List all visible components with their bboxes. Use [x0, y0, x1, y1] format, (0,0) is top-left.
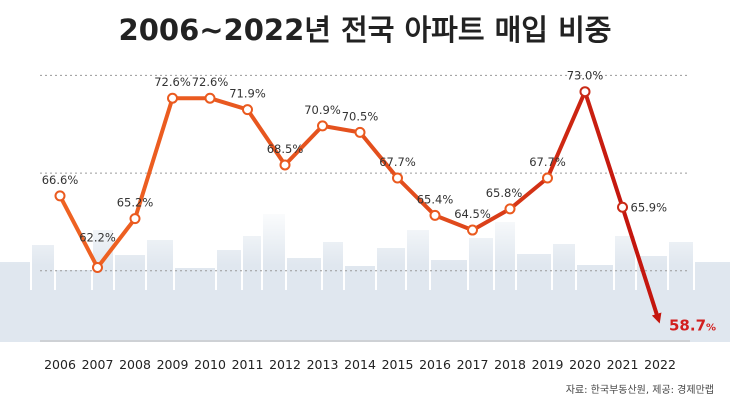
x-tick-label: 2016 [419, 357, 451, 372]
data-point [129, 213, 141, 225]
data-point [279, 159, 291, 171]
data-label: 65.9% [631, 200, 668, 214]
x-tick-label: 2010 [194, 357, 226, 372]
data-label: 71.9% [229, 87, 266, 101]
data-point [429, 209, 441, 221]
chart-title: 2006~2022년 전국 아파트 매입 비중 [119, 13, 612, 47]
data-point [579, 86, 591, 98]
data-labels: 66.6%62.2%65.2%72.6% 72.6%71.9%68.5%70.9%… [42, 69, 716, 335]
data-point [54, 190, 66, 202]
x-tick-label: 2014 [344, 357, 376, 372]
data-point [354, 126, 366, 138]
x-tick-label: 2009 [157, 357, 189, 372]
data-label: 62.2% [79, 230, 116, 244]
data-label: 65.2% [117, 196, 154, 210]
series-line [58, 89, 625, 270]
data-point [392, 172, 403, 184]
data-point [617, 201, 628, 213]
x-tick-label: 2018 [494, 357, 526, 372]
x-tick-label: 2008 [119, 357, 151, 372]
source-note: 자료: 한국부동산원, 제공: 경제만랩 [566, 383, 714, 396]
data-label: 73.0% [567, 69, 604, 83]
x-tick-label: 2013 [307, 357, 339, 372]
series-line-arrow-segment [620, 205, 662, 324]
x-tick-label: 2006 [44, 357, 76, 372]
x-tick-label: 2021 [607, 357, 639, 372]
x-tick-label: 2022 [644, 357, 676, 372]
x-tick-label: 2017 [457, 357, 489, 372]
data-label: 65.8% [486, 186, 523, 200]
x-tick-label: 2007 [82, 357, 114, 372]
data-label-unit: % [706, 322, 716, 333]
grid-lines [40, 74, 690, 272]
data-label: 64.5% [454, 207, 491, 221]
data-point [504, 203, 516, 215]
data-label: 70.5% [342, 109, 379, 123]
data-point [542, 172, 553, 184]
data-label: 58.7% [669, 316, 716, 334]
data-label: 68.5% [267, 142, 304, 156]
data-point [204, 92, 216, 104]
data-label: 66.6% [42, 173, 79, 187]
data-point [167, 92, 178, 104]
data-point [92, 261, 103, 273]
data-label: 72.6% [154, 75, 191, 89]
x-tick-label: 2015 [382, 357, 414, 372]
x-tick-label: 2019 [532, 357, 564, 372]
data-label: 65.4% [417, 192, 454, 206]
data-point [317, 120, 328, 132]
x-tick-label: 2012 [269, 357, 301, 372]
data-label: 67.7% [529, 155, 566, 169]
x-tick-label: 2011 [232, 357, 264, 372]
x-tick-label: 2020 [569, 357, 601, 372]
data-point [467, 224, 478, 236]
data-label: 70.9% [304, 103, 341, 117]
data-label: 67.7% [379, 155, 416, 169]
data-points [54, 86, 628, 273]
data-point [242, 104, 253, 116]
data-label: 72.6% [192, 75, 229, 89]
x-axis-ticks: 2006 2007 2008 2009 2010 2011 2012 2013 2014 2015… [44, 357, 676, 372]
